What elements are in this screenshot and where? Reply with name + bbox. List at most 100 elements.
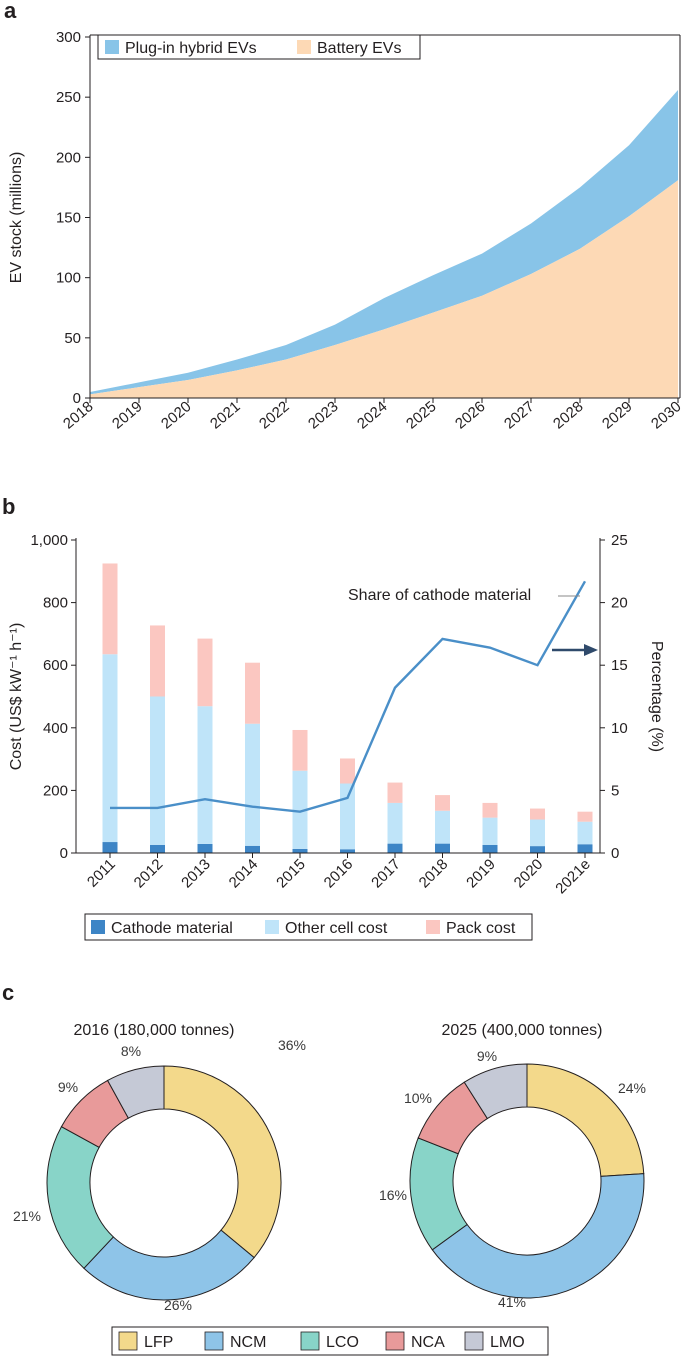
x-tick-label-2022: 2022 [256,398,292,432]
bar-other-cell-cost-2011 [102,654,118,843]
x-tick-label-2015: 2015 [273,856,309,892]
donut-title-0: 2016 (180,000 tonnes) [73,1022,234,1039]
bar-pack-cost-2013 [197,638,213,707]
right-axis-arrow-head [584,644,598,656]
x-tick-label-2024: 2024 [354,398,390,432]
y-tick-label-100: 100 [56,270,81,287]
bar-cathode-material-2012 [150,844,165,853]
panel-label-a: a [4,0,17,23]
legend-swatch-plug-in-hybrid-evs [105,40,119,54]
legend-swatch-ncm [204,1331,224,1351]
x-tick-label-2014: 2014 [226,856,262,892]
x-tick-label-2019: 2019 [109,398,145,432]
bar-cathode-material-2014 [245,845,260,853]
slice-label-lmo-0: 8% [121,1043,141,1059]
y2-tick-label-20: 20 [611,595,628,612]
y2-tick-label-5: 5 [611,782,619,799]
bar-pack-cost-2018 [435,795,450,811]
y-tick-label-300: 300 [56,29,81,46]
x-tick-label-2019: 2019 [463,856,499,892]
battery-cost-bar-chart: 0 200 400 600 800 1,000 0 5 10 15 20 25 2011 2012 2013… [8,532,665,941]
x-tick-label-2025: 2025 [403,398,439,432]
bar-other-cell-cost-2016 [340,783,355,850]
x-tick-label-2011: 2011 [84,856,119,891]
slice-label-nca-0: 9% [58,1079,78,1095]
x-tick-label-2018: 2018 [416,856,452,892]
y-tick-label-800: 800 [43,595,68,612]
legend-swatch-nca [385,1331,405,1351]
slice-lmo-0 [106,1065,165,1119]
legend-swatch-cathode-material [91,920,105,934]
y2-tick-label-25: 25 [611,532,628,549]
bar-cathode-material-2018 [435,843,450,853]
x-tick-label-2021: 2021 [207,398,243,432]
area-battery-evs [90,180,678,398]
legend-label-pack-cost: Pack cost [446,920,516,937]
y-tick-label-50: 50 [64,330,81,347]
x-tick-label-2020: 2020 [158,398,194,432]
legend-label-battery-evs: Battery EVs [317,40,401,57]
legend-swatch-other-cell-cost [265,920,279,934]
slice-label-ncm-0: 26% [164,1297,192,1313]
annotation-share-of-cathode-material: Share of cathode material [348,587,531,604]
slice-label-ncm-1: 41% [498,1294,526,1310]
y-tick-label-150: 150 [56,210,81,227]
bar-pack-cost-2021e [577,811,593,822]
ev-stock-area-chart: 0 50 100 150 200 250 300 2018 2019 2020 2021 2022 20… [8,29,685,433]
bar-pack-cost-2017 [387,782,403,803]
bar-pack-cost-2020 [530,808,545,820]
x-tick-label-2028: 2028 [550,398,586,432]
x-tick-label-2026: 2026 [452,398,488,432]
legend-label-plug-in-hybrid-evs: Plug-in hybrid EVs [125,40,257,57]
bar-cathode-material-2015 [292,848,308,853]
x-tick-label-2021e: 2021e [552,856,594,898]
y-tick-label-400: 400 [43,720,68,737]
slice-ncm-0 [83,1229,255,1301]
bar-cathode-material-2021e [577,844,593,853]
bar-other-cell-cost-2014 [245,723,260,846]
bar-other-cell-cost-2020 [530,819,545,847]
panel-label-b: b [2,494,15,519]
bar-pack-cost-2016 [340,758,355,784]
slice-label-lfp-0: 36% [278,1037,306,1053]
y2-tick-label-10: 10 [611,720,628,737]
x-tick-label-2013: 2013 [178,856,214,892]
slice-label-lmo-1: 9% [477,1048,497,1064]
legend-box [97,34,421,60]
slice-label-nca-1: 10% [404,1090,432,1106]
slice-lco-0 [46,1125,115,1269]
y-tick-label-200: 200 [43,782,68,799]
x-tick-label-2012: 2012 [131,856,167,892]
legend-swatch-lco [300,1331,320,1351]
y-tick-label-1-000: 1,000 [30,532,68,549]
x-tick-label-2018: 2018 [60,398,96,432]
legend-label-nca: NCA [411,1334,445,1351]
bar-pack-cost-2015 [292,729,308,771]
donut-title-1: 2025 (400,000 tonnes) [441,1022,602,1039]
y-tick-label-0: 0 [73,390,81,407]
x-tick-label-2017: 2017 [368,856,404,892]
y-tick-label-600: 600 [43,657,68,674]
cathode-share-donut-charts: 2016 (180,000 tonnes) 36% 26% 21% 9% 8% 2025 (… [13,1022,646,1356]
legend-label-cathode-material: Cathode material [111,920,233,937]
legend-label-lfp: LFP [144,1334,173,1351]
bar-cathode-material-2020 [530,846,545,853]
bar-cathode-material-2017 [387,843,403,853]
bar-cathode-material-2011 [102,842,118,853]
legend-label-lco: LCO [326,1334,359,1351]
slice-lfp-0 [163,1065,282,1259]
bar-other-cell-cost-2019 [482,817,498,845]
legend-swatch-pack-cost [426,920,440,934]
y2-axis-title: Percentage (%) [648,641,665,752]
slice-lmo-1 [463,1063,528,1120]
y2-tick-label-15: 15 [611,657,628,674]
bar-pack-cost-2019 [482,802,498,818]
line-share-of-cathode-material [110,580,587,813]
x-tick-label-2027: 2027 [501,398,537,432]
y-tick-label-200: 200 [56,149,81,166]
bar-other-cell-cost-2012 [150,696,165,845]
slice-label-lco-1: 16% [379,1187,407,1203]
panel-label-c: c [2,980,14,1005]
x-tick-label-2023: 2023 [305,398,341,432]
